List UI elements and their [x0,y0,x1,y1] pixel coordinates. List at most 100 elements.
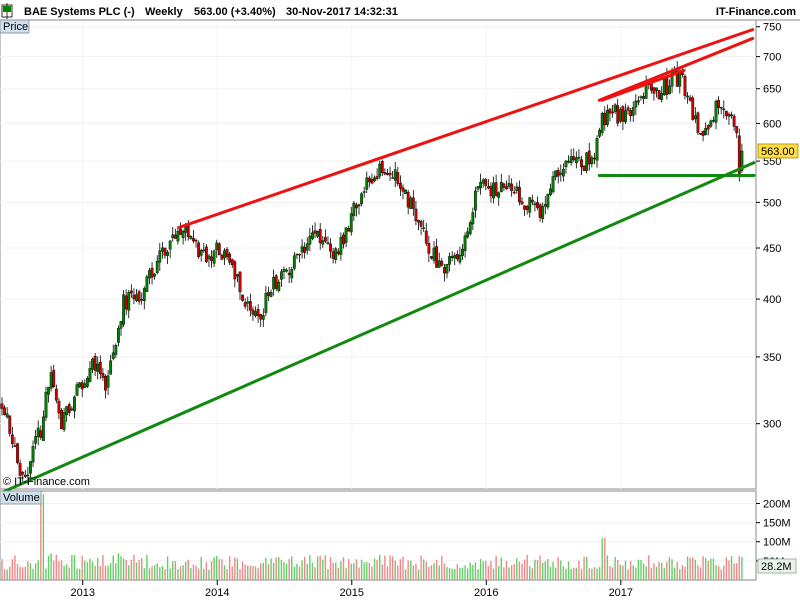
candle-icon-body [3,6,11,12]
candle-body [479,181,483,189]
candle-body [192,238,195,242]
candle-body [272,277,276,290]
candle-body [727,113,731,117]
price-tick-label: 700 [763,52,781,64]
last-price-badge: 563.00 [757,143,799,159]
candle-body [171,234,175,238]
candle-body [611,111,614,114]
candle-body [230,259,234,266]
candle-body [31,446,35,463]
candle-body [318,229,322,244]
trendline-upper-recent [600,68,686,102]
candle-body [173,234,177,239]
candle-body [349,213,353,233]
candle-body [580,159,583,168]
volume-bars [1,493,743,580]
candle-body [569,156,573,164]
candle-body [380,161,384,173]
candle-body [305,243,309,251]
candle-body [207,255,211,260]
candle-body [339,236,343,255]
candle-body [65,406,69,416]
price-panel-label-bg [0,19,30,34]
candle-body [662,78,666,96]
trendlines [0,28,756,494]
candle-body [150,267,154,278]
candle-body [427,243,431,254]
candle-body [323,237,327,242]
candle-body [688,97,692,101]
candle-body [290,269,294,279]
volume-tick-label: 100M [763,537,791,549]
candle-body [378,163,382,177]
candle-body [114,344,118,355]
candle-body [223,250,226,259]
candle-body [445,264,449,274]
price-panel [0,19,757,490]
price-tick-label: 600 [763,118,781,130]
candle-body [355,204,358,209]
candle-body [220,254,224,260]
candle-body [660,93,664,101]
candle-body [360,193,363,205]
price-tick-label: 750 [763,22,781,34]
candle-body [525,206,529,211]
candle-body [184,226,188,233]
candle-body [334,248,338,260]
candle-body [137,291,141,302]
candle-body [109,360,113,375]
candle-body [419,221,423,227]
candle-body [499,181,503,193]
candle-body [613,104,617,112]
candle-body [199,250,203,256]
candle-body [347,228,351,232]
candle-body [391,177,395,179]
candle-body [285,269,288,272]
candle-body [67,404,71,413]
candle-body [497,192,501,198]
candle-body [8,415,12,434]
candle-body [176,230,180,242]
candle-body [740,150,744,171]
candle-body [523,205,526,210]
candle-body [590,157,594,164]
volume-tick-label: 200M [763,498,791,510]
candle-body [204,246,208,262]
candle-body [326,242,330,245]
candle-body [16,443,19,463]
price-tick-label: 550 [763,156,781,168]
candle-body [634,100,638,108]
candle-body [277,281,281,291]
candle-body [561,168,565,177]
candle-body [642,96,645,99]
candle-body [243,302,247,307]
candle-body [160,247,164,252]
candle-body [494,182,498,196]
candle-body [709,120,713,127]
candle-body [212,250,216,264]
trendline-upper-channel [178,28,755,229]
volume-axis: 200M150M100M50M [756,498,791,568]
period-label: Weekly [145,6,184,18]
candle-body [543,204,547,207]
last-price-badge-bg [757,143,799,159]
candle-body [370,179,374,184]
candle-body [342,234,345,245]
price-candles [0,61,744,485]
candle-body [639,96,643,98]
candle-body [5,413,9,418]
candle-body [442,267,446,274]
candle-body [724,110,728,116]
candle-body [210,256,213,261]
candle-body [386,172,389,175]
candle-body [706,125,710,130]
candle-body [546,193,550,208]
candle-body [362,191,366,193]
candle-body [437,260,441,268]
candle-body [567,160,570,163]
x-tick-label: 2017 [609,587,633,599]
candle-body [298,253,301,256]
candle-body [375,176,379,179]
candle-body [236,274,239,277]
candle-body [712,120,715,122]
